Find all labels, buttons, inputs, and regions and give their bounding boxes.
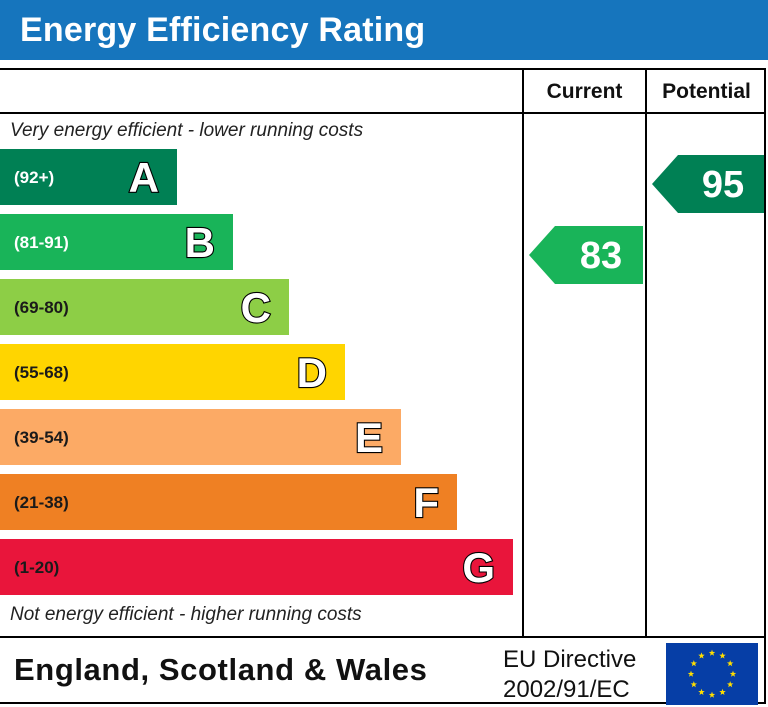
band-d-bar [0,344,345,400]
band-g-letter: G [462,544,495,591]
eu-flag-icon [666,643,758,705]
footer-divider [0,636,766,638]
band-g-range: (1-20) [14,558,59,577]
eu-star-icon [690,660,698,667]
band-f-letter: F [413,479,439,526]
region-label: England, Scotland & Wales [14,652,428,687]
eu-star-icon [698,652,705,659]
bottom-efficiency-note: Not energy efficient - higher running co… [10,604,362,625]
potential-column-divider [645,68,647,638]
eu-star-icon [729,670,737,677]
current-column-header: Current [546,80,623,103]
eu-star-icon [726,681,734,688]
band-b-bar [0,214,233,270]
band-e-bar [0,409,401,465]
header-divider [0,112,766,114]
band-c-bar [0,279,289,335]
eu-star-icon [687,670,695,677]
band-a-bar [0,149,177,205]
eu-star-icon [698,688,705,695]
directive-line-1: EU Directive [503,646,637,673]
band-a-letter: A [129,154,159,201]
eu-star-icon [726,660,734,667]
potential-column-header: Potential [662,80,751,103]
band-b-range: (81-91) [14,233,69,252]
eu-star-icon [708,691,716,698]
top-efficiency-note: Very energy efficient - lower running co… [10,120,364,141]
band-c-letter: C [241,284,271,331]
eu-directive: EU Directive 2002/91/EC [503,645,636,705]
band-d-range: (55-68) [14,363,69,382]
rating-table [0,68,766,704]
band-e-letter: E [355,414,383,461]
potential-rating-value: 95 [702,164,744,206]
band-f-bar [0,474,457,530]
band-f-range: (21-38) [14,493,69,512]
directive-line-2: 2002/91/EC [503,676,630,703]
potential-rating-arrow [652,155,764,213]
band-a-range: (92+) [14,168,54,187]
chart-title: Energy Efficiency Rating [0,0,768,60]
eu-star-icon [719,652,726,659]
band-b-letter: B [185,219,215,266]
band-d-letter: D [297,349,327,396]
eu-star-icon [690,681,698,688]
band-e-range: (39-54) [14,428,69,447]
current-column-divider [522,68,524,638]
band-g-bar [0,539,513,595]
current-rating-value: 83 [580,235,622,277]
eu-star-icon [708,649,716,656]
band-c-range: (69-80) [14,298,69,317]
eu-star-icon [719,688,726,695]
current-rating-arrow [529,226,643,284]
